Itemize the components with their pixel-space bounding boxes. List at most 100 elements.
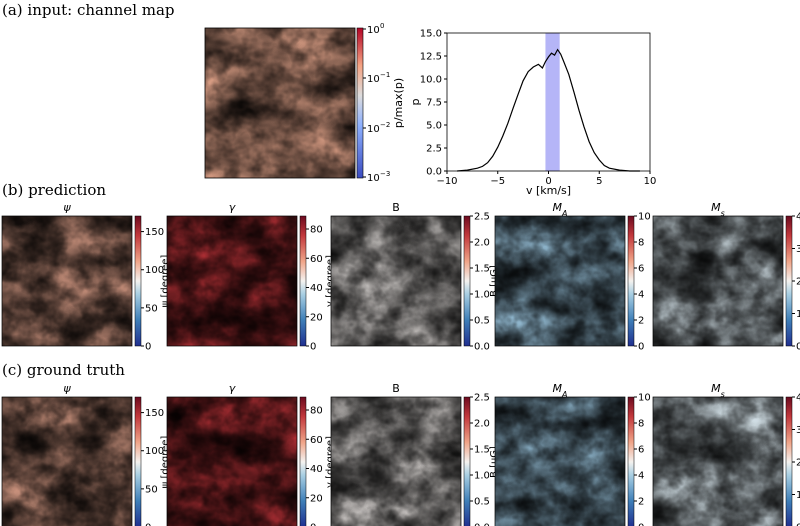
cb-tick-label: 150 <box>145 408 164 419</box>
input-cb-tick-3: 10 <box>367 173 380 184</box>
cb-tick-label: 2.0 <box>474 238 490 249</box>
cb-tick-label: 0.0 <box>474 342 490 353</box>
panel-title: γ <box>229 382 236 395</box>
panel-title: MA <box>553 201 568 218</box>
y-tick-label: 7.5 <box>426 98 442 109</box>
cb-tick-label: 100 <box>145 446 164 457</box>
colorbar <box>134 215 142 347</box>
cb-tick-label: 0.0 <box>474 523 490 526</box>
cb-tick-label: 6 <box>638 264 644 275</box>
prediction-panel-0: ψ 150 100 50 0 ψ [degree] <box>1 201 171 353</box>
input-cb-tick-3-exp: −3 <box>380 170 390 178</box>
input-cb-tick-2-exp: −2 <box>380 121 390 129</box>
y-tick-label: 0.0 <box>426 167 442 178</box>
colorbar <box>299 215 307 347</box>
cb-tick-label: 2 <box>796 277 800 288</box>
cb-tick-label: 50 <box>145 303 158 314</box>
panel-title: Ms <box>711 382 725 399</box>
cb-tick-label: 1 <box>796 490 800 501</box>
map-texture-3 <box>2 397 132 526</box>
cb-tick-label: 8 <box>638 238 644 249</box>
cb-tick-label: 0 <box>310 342 316 353</box>
cb-tick-label: 0 <box>638 342 644 353</box>
x-tick-label: −10 <box>436 176 457 187</box>
cb-tick-label: 0 <box>145 523 151 526</box>
map-texture-3 <box>495 397 625 526</box>
map-texture-3 <box>495 216 625 346</box>
x-tick-label: 5 <box>596 176 602 187</box>
y-tick-label: 2.5 <box>426 144 442 155</box>
cb-tick-label: 2 <box>638 497 644 508</box>
cb-tick-label: 10 <box>638 393 651 404</box>
map-texture-3 <box>653 397 783 526</box>
colorbar <box>463 215 471 347</box>
cb-tick-label: 1 <box>796 309 800 320</box>
map-texture-3 <box>167 216 297 346</box>
colorbar <box>627 396 635 526</box>
cb-tick-label: 2.5 <box>474 393 490 404</box>
cb-tick-label: 4 <box>796 212 800 223</box>
map-frame <box>494 215 626 347</box>
map-frame <box>330 396 462 526</box>
cb-tick-label: 4 <box>638 290 644 301</box>
cb-tick-label: 8 <box>638 419 644 430</box>
section-b-label: (b) prediction <box>2 181 106 199</box>
cb-tick-label: 0.5 <box>474 497 490 508</box>
cb-tick-label: 10 <box>638 212 651 223</box>
cb-tick-label: 0 <box>310 523 316 526</box>
colorbar <box>463 396 471 526</box>
prediction-panel-3: MA1086420MA <box>494 201 667 353</box>
map-frame <box>1 215 133 347</box>
cb-label: ψ [degree] <box>160 436 171 489</box>
ground-truth-panel-1: γ 80 60 40 20 0 γ [degree] <box>166 382 336 526</box>
cb-tick-label: 40 <box>310 464 323 475</box>
y-tick-label: 12.5 <box>420 52 442 63</box>
colorbar <box>785 396 793 526</box>
prediction-panel-4: Ms43210Ms <box>652 201 800 353</box>
colorbar <box>627 215 635 347</box>
map-frame <box>652 215 784 347</box>
cb-tick-label: 1.5 <box>474 264 490 275</box>
map-frame <box>1 396 133 526</box>
panel-title: Ms <box>711 201 725 218</box>
cb-label: γ [degree] <box>325 436 336 488</box>
map-texture-3 <box>2 216 132 346</box>
cb-tick-label: 0 <box>638 523 644 526</box>
map-texture-3 <box>167 397 297 526</box>
panel-title-subscript: A <box>561 209 567 218</box>
velocity-profile-chart: −10 −5 0 5 10 0.0 2.5 5.0 7.5 10.0 12.5 15.0 v [km/s… <box>409 29 656 198</box>
input-colorbar: 10 0 10 −1 10 −2 10 −3 p/max(p) <box>356 22 405 184</box>
ground-truth-panel-0: ψ 150 100 50 0 ψ [degree] <box>1 382 171 526</box>
map-frame <box>166 396 298 526</box>
section-c-label: (c) ground truth <box>2 361 125 379</box>
x-tick-label: −5 <box>490 176 505 187</box>
y-tick-label: 5.0 <box>426 121 442 132</box>
cb-tick-label: 0.5 <box>474 316 490 327</box>
cb-label: B [uG] <box>489 446 500 478</box>
cb-tick-label: 20 <box>310 493 323 504</box>
y-tick-label: 10.0 <box>420 75 442 86</box>
panel-title-subscript: s <box>721 390 725 399</box>
panel-title-subscript: A <box>561 390 567 399</box>
panel-title: ψ <box>63 382 71 395</box>
cb-label: ψ [degree] <box>160 255 171 308</box>
cb-tick-label: 150 <box>145 227 164 238</box>
velocity-band <box>545 33 560 171</box>
map-frame <box>330 215 462 347</box>
prediction-panel-2: B 2.5 2.0 1.5 1.0 0.5 0.0 B [uG] <box>330 201 500 353</box>
prediction-panel-1: γ 80 60 40 20 0 γ [degree] <box>166 201 336 353</box>
colorbar <box>134 396 142 526</box>
cb-tick-label: 40 <box>310 283 323 294</box>
cb-tick-label: 4 <box>796 393 800 404</box>
series-line <box>457 48 640 172</box>
y-axis-label: p <box>409 98 422 105</box>
cb-tick-label: 2.0 <box>474 419 490 430</box>
input-cb-tick-2: 10 <box>367 124 380 135</box>
map-frame <box>652 396 784 526</box>
cb-tick-label: 4 <box>638 471 644 482</box>
colorbar <box>299 396 307 526</box>
cb-tick-label: 3 <box>796 244 800 255</box>
cb-tick-label: 3 <box>796 425 800 436</box>
